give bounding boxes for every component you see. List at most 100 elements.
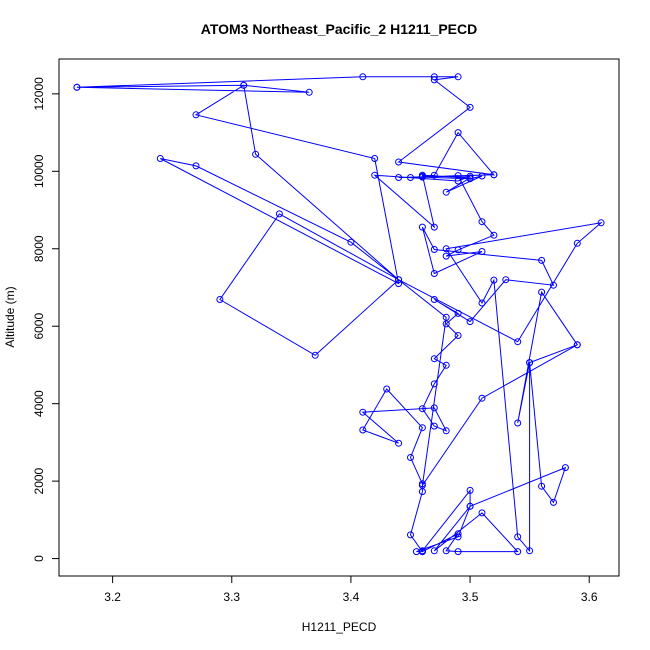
data-point xyxy=(430,422,438,430)
data-point xyxy=(418,481,426,489)
data-point xyxy=(490,171,498,179)
data-point xyxy=(442,427,450,435)
x-tick-label: 3.3 xyxy=(223,590,240,604)
y-tick-label: 0 xyxy=(32,555,46,562)
data-point xyxy=(454,533,462,541)
x-tick-label: 3.6 xyxy=(581,590,598,604)
data-point xyxy=(466,175,474,183)
plot-area xyxy=(73,73,605,556)
data-point xyxy=(454,246,462,254)
data-point xyxy=(430,296,438,303)
data-point xyxy=(490,231,498,239)
data-point xyxy=(466,103,474,111)
data-point xyxy=(430,246,438,253)
data-point xyxy=(454,309,462,317)
data-point xyxy=(454,73,462,81)
chart-title: ATOM3 Northeast_Pacific_2 H1211_PECD xyxy=(201,21,478,37)
plot-frame xyxy=(58,58,620,577)
data-point xyxy=(371,171,379,179)
data-point xyxy=(550,281,557,289)
data-point xyxy=(466,502,474,510)
data-point xyxy=(442,188,450,196)
data-point xyxy=(305,88,313,96)
x-axis: 3.2 3.3 3.4 3.5 3.6 xyxy=(104,575,598,604)
data-point xyxy=(514,533,522,541)
data-point xyxy=(311,351,319,359)
data-point xyxy=(597,219,605,227)
data-point xyxy=(538,288,546,296)
data-point xyxy=(407,454,414,461)
data-point xyxy=(490,276,498,284)
data-point xyxy=(359,426,367,434)
y-axis-label: Altitude (m) xyxy=(3,286,17,347)
data-point xyxy=(418,405,426,413)
data-point xyxy=(442,320,450,328)
data-point xyxy=(407,531,414,539)
data-point xyxy=(430,73,438,81)
data-point xyxy=(430,355,438,363)
data-point xyxy=(430,547,438,555)
data-point xyxy=(442,252,450,260)
data-point xyxy=(454,172,462,180)
x-tick-label: 3.4 xyxy=(343,590,360,604)
data-point xyxy=(502,276,510,284)
data-point xyxy=(454,129,462,137)
data-point xyxy=(430,270,438,277)
data-point xyxy=(478,172,486,180)
data-point xyxy=(418,424,426,432)
y-tick-label: 8000 xyxy=(32,235,46,262)
data-point xyxy=(371,155,379,162)
data-point xyxy=(466,318,474,326)
data-point xyxy=(478,218,486,226)
series-line xyxy=(76,76,603,553)
data-point xyxy=(418,223,426,231)
data-point xyxy=(73,83,81,91)
data-point xyxy=(395,158,403,166)
data-point xyxy=(454,332,462,339)
y-tick-label: 4000 xyxy=(32,390,46,417)
data-point xyxy=(466,486,474,494)
data-point xyxy=(514,419,522,427)
data-point xyxy=(573,341,581,349)
data-point xyxy=(430,380,438,388)
data-point xyxy=(573,239,581,247)
data-point xyxy=(395,280,403,288)
data-point xyxy=(275,210,283,218)
data-point xyxy=(395,276,403,284)
data-point xyxy=(192,162,200,170)
data-point xyxy=(442,361,450,369)
data-point xyxy=(216,296,224,303)
data-point xyxy=(514,548,522,556)
data-point xyxy=(347,238,355,246)
data-point xyxy=(418,173,426,181)
data-point xyxy=(430,404,438,412)
data-point xyxy=(430,76,438,84)
data-point xyxy=(240,81,248,89)
y-tick-label: 2000 xyxy=(32,467,46,494)
data-point xyxy=(359,408,367,416)
data-point xyxy=(561,464,569,472)
data-point xyxy=(478,248,486,255)
data-point xyxy=(407,174,414,181)
data-point xyxy=(454,548,462,556)
x-tick-label: 3.5 xyxy=(462,590,479,604)
y-tick-label: 6000 xyxy=(32,313,46,340)
y-tick-label: 12000 xyxy=(32,77,46,111)
data-point xyxy=(192,111,200,119)
data-point xyxy=(156,155,164,162)
y-axis: 0 2000 4000 6000 8000 10000 12000 xyxy=(32,77,60,562)
data-point xyxy=(478,509,486,517)
data-point xyxy=(430,223,438,231)
data-point xyxy=(550,498,557,506)
data-point xyxy=(538,482,546,490)
data-point xyxy=(514,338,522,346)
data-point xyxy=(538,256,546,264)
data-point xyxy=(442,313,450,321)
data-point xyxy=(442,547,450,555)
data-point xyxy=(526,547,534,555)
x-axis-label: H1211_PECD xyxy=(302,620,377,634)
x-tick-label: 3.2 xyxy=(104,590,121,604)
data-point xyxy=(478,394,486,402)
data-point xyxy=(478,299,486,307)
